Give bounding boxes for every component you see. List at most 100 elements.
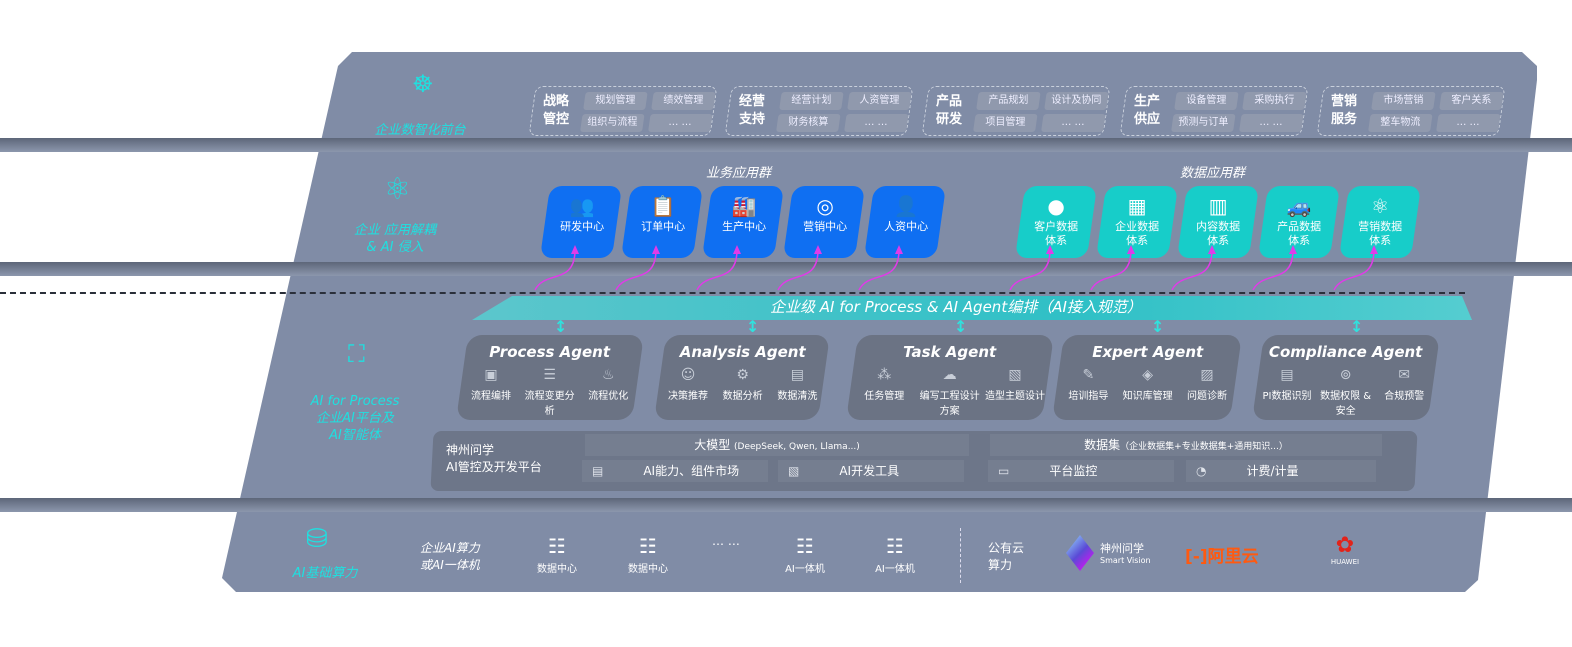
server-icon: ☷ xyxy=(639,534,657,558)
agent-card[interactable]: Process Agent ▣ 流程编排 ☰ 流程变更分析 ♨ 流程优化 xyxy=(456,335,644,420)
agent-item-label: 数据分析 xyxy=(722,391,763,402)
agent-items: ⁂ 任务管理 ☁ 编写工程设计方案 ▧ 造型主题设计 xyxy=(852,367,1048,417)
dataset-title: 数据集 xyxy=(1084,438,1121,452)
hardware-label: 数据中心 xyxy=(628,564,668,575)
arrow-head xyxy=(895,245,903,254)
platform-cell-icon: ▭ xyxy=(998,464,1010,478)
agent-item-label: 问题诊断 xyxy=(1187,391,1228,402)
model-subtitle: (DeepSeek, Qwen, Llama...) xyxy=(734,442,860,452)
label-line: 神州问学 xyxy=(446,443,495,457)
agent-item-icon: ✎ xyxy=(1082,367,1095,383)
agent-item-label: 培训指导 xyxy=(1068,391,1109,402)
agent-item-label: 数据清洗 xyxy=(777,391,818,402)
agent-content: Expert Agent ✎ 培训指导 ◈ 知识库管理 ▨ 问题诊断 xyxy=(1059,343,1237,402)
agent-card[interactable]: Expert Agent ✎ 培训指导 ◈ 知识库管理 ▨ 问题诊断 xyxy=(1052,335,1242,420)
compute-layer-label: AI基础算力 xyxy=(292,566,358,581)
arrow-head xyxy=(1127,245,1135,254)
arrow-head xyxy=(733,245,741,254)
vendor-name: 神州问学 xyxy=(1100,542,1144,555)
agent-item: ◈ 知识库管理 xyxy=(1118,367,1177,402)
huawei-logo: ✿ HUAWEI xyxy=(1328,534,1362,567)
front-layer-label: 企业数智化前台 xyxy=(374,123,466,138)
bidirectional-arrow-icon: ↕ xyxy=(746,317,760,336)
dashed-divider xyxy=(0,292,1465,294)
platform-cell[interactable]: ◔ 计费/计量 xyxy=(1186,460,1376,482)
platform-cell-icon: ▤ xyxy=(592,464,604,478)
platform-cell[interactable]: ▭ 平台监控 xyxy=(988,460,1174,482)
label-line: AI for Process xyxy=(310,394,400,409)
agent-item-icon: ▤ xyxy=(790,367,804,383)
agent-items: ☺ 决策推荐 ⚙ 数据分析 ▤ 数据清洗 xyxy=(661,367,825,402)
agent-item: ▤ PI数据识别 xyxy=(1258,367,1316,417)
vendor-name: 阿里云 xyxy=(1207,547,1259,567)
layer-divider xyxy=(0,498,1572,512)
dataset-subtitle: （企业数据集+专业数据集+通用知识...） xyxy=(1120,442,1288,452)
arrow-head xyxy=(652,245,660,254)
layer-divider xyxy=(0,138,1572,152)
connector-arrow xyxy=(615,249,657,291)
arrow-head xyxy=(1046,245,1054,254)
agent-item-icon: ▧ xyxy=(1008,367,1022,383)
database-icon: ⛁ xyxy=(306,524,328,554)
bidirectional-arrow-icon: ↕ xyxy=(954,317,968,336)
platform-cell[interactable]: ▤ AI能力、组件市场 xyxy=(582,460,768,482)
business-apps-title: 业务应用群 xyxy=(706,166,772,181)
bidirectional-arrow-icon: ↕ xyxy=(554,317,568,336)
aliyun-logo: [-]阿里云 xyxy=(1185,547,1259,567)
agent-name: Analysis Agent xyxy=(679,343,806,361)
arrow-head xyxy=(1208,245,1216,254)
smartvision-logo: 神州问学 Smart Vision xyxy=(1100,540,1151,565)
agent-item-label: 流程编排 xyxy=(470,391,511,402)
agent-item-icon: ✉ xyxy=(1398,367,1411,383)
label-line: 公有云 xyxy=(988,541,1025,555)
connector-arrow xyxy=(1252,249,1294,291)
agent-item: ⁂ 任务管理 xyxy=(852,367,917,417)
agent-item-icon: ☺ xyxy=(680,367,696,383)
agent-item: ▨ 问题诊断 xyxy=(1178,367,1237,402)
agent-card[interactable]: Task Agent ⁂ 任务管理 ☁ 编写工程设计方案 ▧ 造型主题设计 xyxy=(846,335,1054,420)
platform-cell[interactable]: ▧ AI开发工具 xyxy=(778,460,964,482)
platform-title: 神州问学 AI管控及开发平台 xyxy=(446,442,542,476)
agent-card[interactable]: Analysis Agent ☺ 决策推荐 ⚙ 数据分析 ▤ 数据清洗 xyxy=(654,335,830,420)
server-icon: ☷ xyxy=(796,534,814,558)
public-cloud-label: 公有云 算力 xyxy=(988,540,1024,574)
molecule-icon: ⚛ xyxy=(384,172,411,207)
agent-name: Expert Agent xyxy=(1092,343,1204,361)
agent-item: ✎ 培训指导 xyxy=(1059,367,1118,402)
label-line: 企业 应用解耦 xyxy=(353,223,437,238)
agent-item: ☰ 流程变更分析 xyxy=(521,367,579,417)
label-line: AI智能体 xyxy=(329,428,381,443)
agent-item: ☺ 决策推荐 xyxy=(661,367,715,402)
agent-item: ⊚ 数据权限 & 安全 xyxy=(1317,367,1375,417)
agent-content: Analysis Agent ☺ 决策推荐 ⚙ 数据分析 ▤ 数据清洗 xyxy=(661,343,825,402)
label-line: & AI 侵入 xyxy=(366,240,424,255)
agent-card[interactable]: Compliance Agent ▤ PI数据识别 ⊚ 数据权限 & 安全 ✉ 合规预警 xyxy=(1252,335,1440,420)
platform-cell-label: AI开发工具 xyxy=(839,464,900,478)
agent-name: Process Agent xyxy=(489,343,611,361)
ai-layer-label: AI for Process 企业AI平台及 AI智能体 xyxy=(300,393,410,444)
agent-item: ♨ 流程优化 xyxy=(579,367,637,417)
hardware-label: AI一体机 xyxy=(875,564,915,575)
model-header: 大模型 (DeepSeek, Qwen, Llama...) xyxy=(585,434,969,456)
agent-item-icon: ▤ xyxy=(1280,367,1294,383)
data-apps-title: 数据应用群 xyxy=(1180,166,1246,181)
agent-item-label: 决策推荐 xyxy=(668,391,709,402)
agent-item-icon: ⊚ xyxy=(1339,367,1352,383)
agent-content: Task Agent ⁂ 任务管理 ☁ 编写工程设计方案 ▧ 造型主题设计 xyxy=(852,343,1048,417)
agent-item-icon: ☰ xyxy=(543,367,556,383)
agent-item-label: PI数据识别 xyxy=(1262,391,1312,402)
agent-items: ▣ 流程编排 ☰ 流程变更分析 ♨ 流程优化 xyxy=(462,367,638,417)
agent-content: Process Agent ▣ 流程编排 ☰ 流程变更分析 ♨ 流程优化 xyxy=(462,343,638,417)
agent-item-label: 流程优化 xyxy=(588,391,629,402)
agent-item-icon: ◈ xyxy=(1142,367,1154,383)
connector-arrow xyxy=(1171,249,1213,291)
server-icon: ☷ xyxy=(548,534,566,558)
bidirectional-arrow-icon: ↕ xyxy=(1350,317,1364,336)
label-line: 企业AI平台及 xyxy=(316,411,394,426)
agent-item-icon: ⚙ xyxy=(736,367,749,383)
agent-item-label: 任务管理 xyxy=(864,391,905,402)
vendor-name-en: Smart Vision xyxy=(1100,556,1151,565)
agent-item-label: 流程变更分析 xyxy=(524,391,575,417)
agent-item: ▤ 数据清洗 xyxy=(770,367,824,402)
